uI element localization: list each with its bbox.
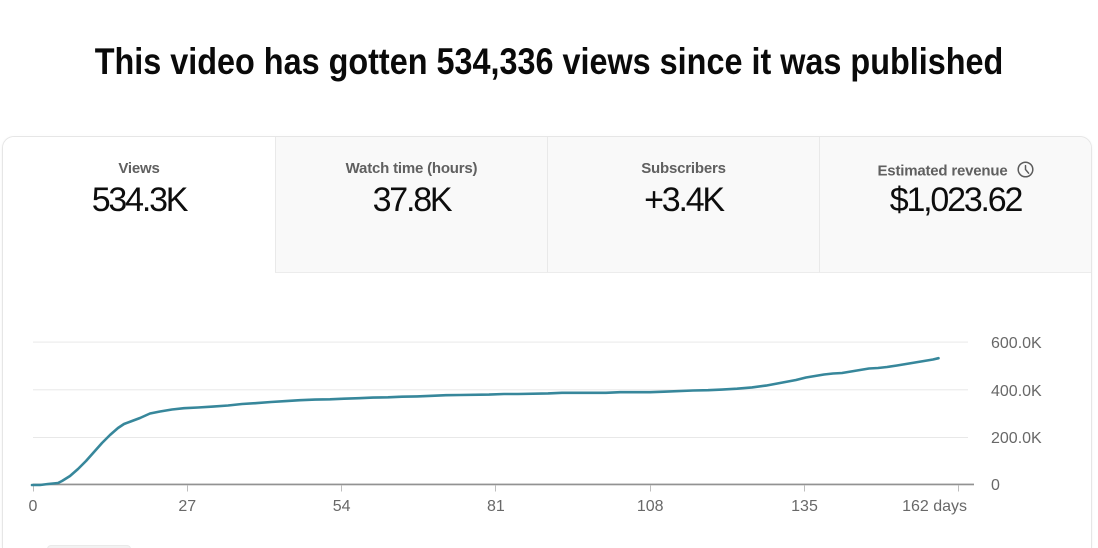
svg-text:135: 135 — [791, 498, 818, 515]
svg-text:162 days: 162 days — [902, 498, 967, 515]
svg-text:108: 108 — [637, 498, 664, 515]
svg-text:27: 27 — [178, 498, 196, 515]
svg-text:54: 54 — [333, 498, 351, 515]
svg-text:0: 0 — [991, 477, 1000, 494]
svg-text:81: 81 — [487, 498, 505, 515]
svg-text:600.0K: 600.0K — [991, 335, 1042, 352]
svg-text:0: 0 — [29, 498, 38, 515]
svg-text:200.0K: 200.0K — [991, 430, 1042, 447]
svg-text:400.0K: 400.0K — [991, 383, 1042, 400]
